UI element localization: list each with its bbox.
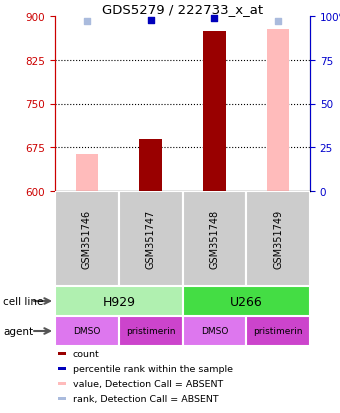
Bar xyxy=(55,316,119,346)
Text: count: count xyxy=(73,349,100,358)
Bar xyxy=(119,316,183,346)
Point xyxy=(275,19,281,26)
Text: GSM351746: GSM351746 xyxy=(82,209,92,268)
Bar xyxy=(246,316,310,346)
Bar xyxy=(76,155,98,192)
Title: GDS5279 / 222733_x_at: GDS5279 / 222733_x_at xyxy=(102,3,263,16)
Bar xyxy=(246,192,310,286)
Text: DMSO: DMSO xyxy=(201,327,228,336)
Bar xyxy=(57,397,67,400)
Bar xyxy=(55,286,183,316)
Point xyxy=(84,19,90,26)
Text: H929: H929 xyxy=(102,295,135,308)
Bar xyxy=(267,30,289,192)
Bar xyxy=(183,316,246,346)
Text: agent: agent xyxy=(3,326,34,336)
Text: cell line: cell line xyxy=(3,296,44,306)
Text: value, Detection Call = ABSENT: value, Detection Call = ABSENT xyxy=(73,379,223,388)
Text: U266: U266 xyxy=(230,295,262,308)
Bar xyxy=(183,192,246,286)
Text: DMSO: DMSO xyxy=(73,327,101,336)
Text: GSM351749: GSM351749 xyxy=(273,209,283,268)
Text: pristimerin: pristimerin xyxy=(126,327,175,336)
Bar xyxy=(55,192,119,286)
Text: pristimerin: pristimerin xyxy=(253,327,303,336)
Bar xyxy=(183,286,310,316)
Bar xyxy=(57,352,67,355)
Text: GSM351748: GSM351748 xyxy=(209,209,219,268)
Text: rank, Detection Call = ABSENT: rank, Detection Call = ABSENT xyxy=(73,394,219,403)
Bar xyxy=(139,139,162,192)
Bar xyxy=(57,382,67,385)
Bar xyxy=(203,31,225,192)
Text: GSM351747: GSM351747 xyxy=(146,209,156,268)
Bar xyxy=(57,367,67,370)
Bar xyxy=(119,192,183,286)
Point xyxy=(212,15,217,22)
Point xyxy=(148,17,153,24)
Text: percentile rank within the sample: percentile rank within the sample xyxy=(73,364,233,373)
